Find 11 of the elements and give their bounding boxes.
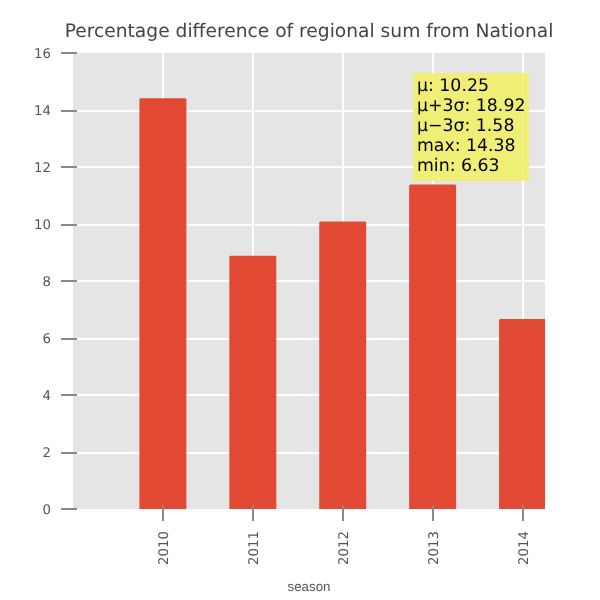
bar bbox=[319, 221, 367, 509]
annotation: μ: 10.25 bbox=[417, 77, 489, 97]
annotation: μ−3σ: 1.58 bbox=[417, 117, 515, 137]
bar bbox=[229, 255, 277, 509]
chart-title: Percentage difference of regional sum from National bbox=[64, 21, 554, 43]
bar bbox=[409, 184, 457, 509]
annotation: max: 14.38 bbox=[417, 137, 516, 157]
annotation: min: 6.63 bbox=[417, 157, 500, 177]
annotation: μ+3σ: 18.92 bbox=[417, 97, 526, 117]
bar bbox=[139, 98, 187, 509]
bar bbox=[499, 319, 545, 509]
